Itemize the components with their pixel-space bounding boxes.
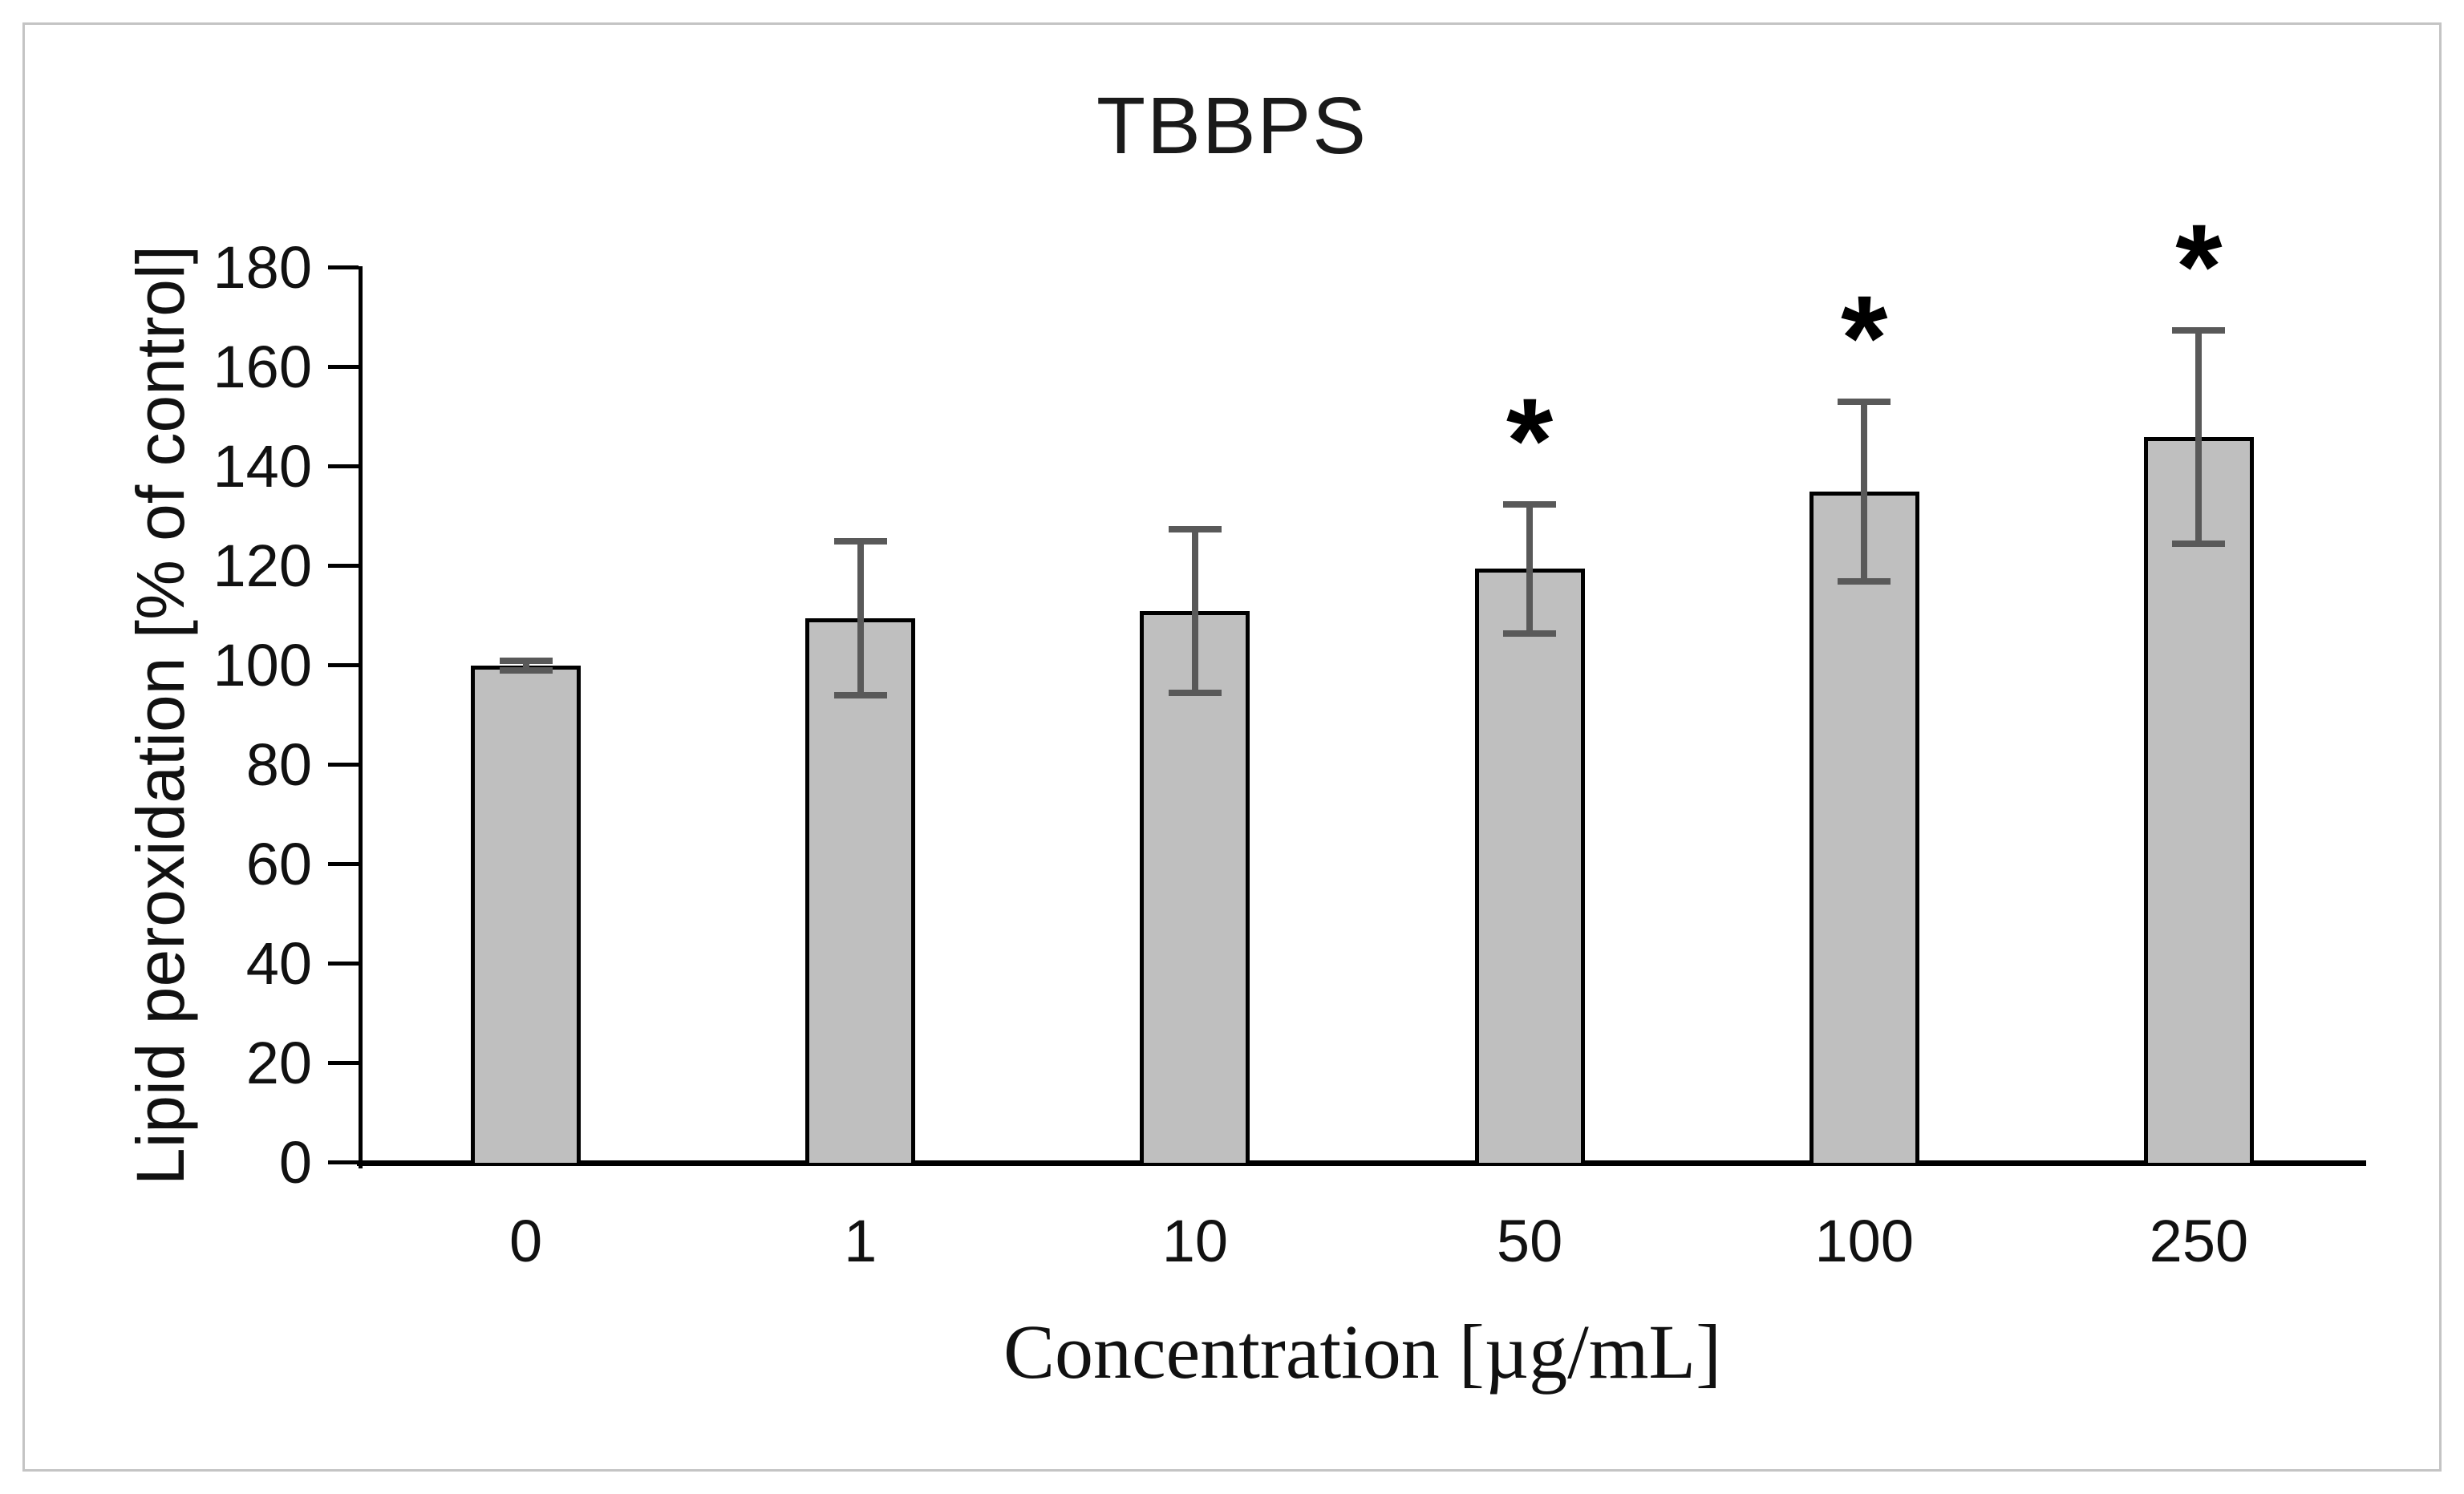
error-bar-cap-bottom (1168, 690, 1222, 697)
bar-1 (805, 618, 916, 1163)
error-bar-cap-top (2172, 326, 2226, 334)
bar-0 (471, 666, 582, 1163)
x-tick-label: 0 (509, 1208, 543, 1274)
error-bar-cap-top (1168, 525, 1222, 532)
error-bar-cap-bottom (499, 667, 553, 674)
bar-50 (1474, 569, 1585, 1163)
error-bar-line (522, 660, 529, 671)
chart-title: TBBPS (1096, 81, 1368, 171)
error-bar-line (1861, 402, 1868, 581)
y-tick-label: 80 (245, 731, 312, 798)
error-bar-line (1191, 528, 1198, 694)
error-bar-line (857, 541, 864, 696)
y-tick-label: 60 (245, 831, 312, 897)
y-axis-tick (328, 1160, 359, 1164)
y-tick-label: 20 (245, 1030, 312, 1096)
y-axis-line (359, 266, 363, 1168)
x-tick-label: 50 (1496, 1208, 1563, 1274)
significance-asterisk: * (1506, 372, 1554, 508)
y-axis-tick (328, 763, 359, 767)
error-bar-cap-bottom (1503, 630, 1557, 637)
y-tick-label: 40 (245, 930, 312, 997)
error-bar-cap-bottom (1838, 577, 1891, 585)
significance-asterisk: * (1841, 270, 1888, 406)
error-bar-cap-bottom (833, 692, 887, 699)
y-tick-label: 160 (213, 334, 312, 400)
error-bar-line (2195, 330, 2203, 545)
bar-10 (1140, 610, 1250, 1163)
y-axis-tick (328, 862, 359, 866)
y-tick-label: 0 (278, 1129, 312, 1196)
x-axis-line (357, 1160, 2366, 1166)
bar-250 (2143, 436, 2254, 1163)
y-tick-label: 140 (213, 433, 312, 500)
error-bar-cap-top (833, 538, 887, 545)
error-bar-line (1526, 504, 1534, 634)
error-bar-cap-top (1503, 500, 1557, 508)
y-axis-tick (328, 265, 359, 269)
y-axis-tick (328, 962, 359, 966)
x-tick-label: 1 (844, 1208, 877, 1274)
significance-asterisk: * (2175, 198, 2223, 334)
error-bar-cap-bottom (2172, 541, 2226, 548)
y-axis-title: Lipid peroxidation [% of control] (123, 245, 198, 1186)
y-axis-tick (328, 365, 359, 369)
y-axis-tick (328, 564, 359, 568)
x-tick-label: 100 (1814, 1208, 1914, 1274)
bar-100 (1809, 492, 1919, 1163)
y-axis-tick (328, 1061, 359, 1065)
x-tick-label: 250 (2149, 1208, 2249, 1274)
figure-border (22, 22, 2442, 1472)
error-bar-cap-top (499, 657, 553, 664)
y-axis-tick (328, 464, 359, 468)
y-tick-label: 120 (213, 532, 312, 599)
y-tick-label: 100 (213, 632, 312, 698)
x-tick-label: 10 (1161, 1208, 1229, 1274)
error-bar-cap-top (1838, 399, 1891, 406)
y-tick-label: 180 (213, 234, 312, 301)
x-axis-title: Concentration [µg/mL] (1003, 1309, 1722, 1395)
y-axis-tick (328, 663, 359, 667)
